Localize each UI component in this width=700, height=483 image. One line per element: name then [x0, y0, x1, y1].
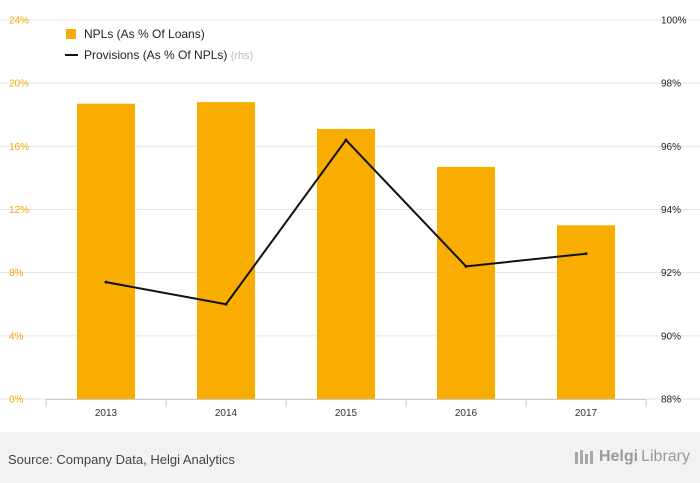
right-tick-label: 90%: [661, 331, 681, 342]
left-tick-label: 12%: [9, 205, 29, 216]
x-tick-label: 2013: [95, 408, 118, 419]
provisions-point-2013: [104, 280, 108, 284]
right-tick-label: 92%: [661, 268, 681, 279]
logo-text-library: Library: [641, 448, 690, 465]
x-tick-label: 2016: [455, 408, 478, 419]
left-tick-label: 24%: [9, 16, 29, 27]
provisions-point-2014: [224, 302, 228, 306]
helgi-library-logo: Helgi Library: [574, 448, 690, 466]
left-tick-label: 8%: [9, 268, 24, 279]
provisions-point-2015: [344, 138, 348, 142]
legend-line-label: Provisions (As % Of NPLs) (rhs): [84, 48, 253, 62]
npl-bar-2015: [317, 128, 375, 399]
npl-bar-2013: [77, 103, 135, 399]
footer: Source: Company Data, Helgi Analytics He…: [0, 432, 700, 483]
left-tick-label: 4%: [9, 331, 24, 342]
logo-text-helgi: Helgi: [598, 448, 639, 465]
right-tick-label: 94%: [661, 205, 681, 216]
left-tick-label: 16%: [9, 142, 29, 153]
right-tick-label: 88%: [661, 395, 681, 406]
left-tick-label: 20%: [9, 79, 29, 90]
npl-bar-2016: [437, 166, 495, 399]
x-tick-label: 2015: [335, 408, 358, 419]
chart: 0% 4% 8% 12% 16% 20% 24% 88% 90% 92% 94% 96% 98% 100…: [0, 16, 700, 419]
x-axis: 2013 2014 2015 2016 2017: [45, 399, 647, 419]
provisions-point-2017: [584, 252, 588, 256]
left-tick-label: 0%: [9, 395, 24, 406]
x-tick-label: 2017: [575, 408, 598, 419]
right-tick-label: 96%: [661, 142, 681, 153]
right-tick-label: 98%: [661, 79, 681, 90]
provisions-point-2016: [464, 264, 468, 268]
legend-bar-swatch: [66, 29, 76, 39]
npl-bar-2014: [197, 102, 255, 399]
right-axis: 88% 90% 92% 94% 96% 98% 100%: [661, 16, 687, 406]
x-tick-label: 2014: [215, 408, 238, 419]
left-axis: 0% 4% 8% 12% 16% 20% 24%: [9, 16, 29, 406]
npl-bar-2017: [557, 225, 615, 399]
source-text: Source: Company Data, Helgi Analytics: [8, 452, 235, 467]
npl-bars: [77, 102, 615, 399]
legend: NPLs (As % Of Loans) Provisions (As % Of…: [65, 27, 253, 62]
legend-bar-label: NPLs (As % Of Loans): [84, 27, 205, 41]
right-tick-label: 100%: [661, 16, 687, 27]
provisions-line-layer: [104, 138, 588, 306]
library-icon: [574, 450, 593, 464]
